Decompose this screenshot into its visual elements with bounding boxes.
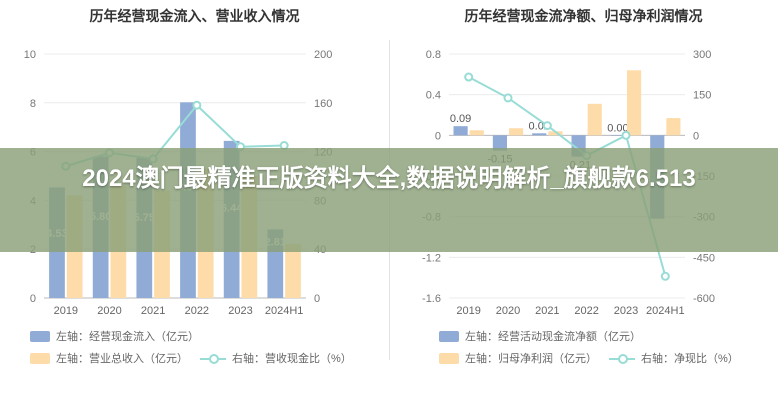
legend-item-net-cash-ratio[interactable]: 右轴：净现比（%） — [609, 350, 739, 366]
right-axis-tick-label: -450 — [693, 252, 715, 264]
legend-line-swatch — [609, 353, 635, 364]
x-axis-tick-label: 2019 — [456, 305, 480, 317]
left-axis-tick-label: 10 — [24, 49, 36, 61]
right-axis-tick-label: 300 — [693, 49, 711, 61]
left-axis-tick-label: 0 — [30, 293, 36, 305]
legend-label: 左轴：归母净利润（亿元） — [465, 353, 597, 365]
legend-label: 右轴：净现比（%） — [641, 353, 739, 365]
bar-series-1 — [453, 126, 468, 136]
x-axis-tick-label: 2021 — [141, 305, 165, 317]
legend-swatch — [30, 352, 50, 364]
left-chart-title: 历年经营现金流入、营业收入情况 — [89, 8, 300, 24]
right-chart-title: 历年经营现金流净额、归母净利润情况 — [464, 8, 703, 24]
legend-item-ratio[interactable]: 右轴：营收现金比（%） — [200, 350, 352, 366]
legend-item-net-cash[interactable]: 左轴：经营活动现金流净额（亿元） — [439, 328, 641, 344]
right-axis-tick-label: 0 — [314, 293, 320, 305]
x-axis-tick-label: 2023 — [228, 305, 252, 317]
line-point — [503, 93, 513, 103]
line-point — [542, 121, 552, 131]
left-axis-tick-label: 0.4 — [426, 90, 441, 102]
x-axis-tick-label: 2022 — [185, 305, 209, 317]
line-point — [192, 100, 202, 110]
right-axis-tick-label: 150 — [693, 90, 711, 102]
bar-series-1 — [610, 135, 625, 136]
line-point — [660, 271, 670, 281]
legend-swatch — [439, 330, 459, 342]
x-axis-tick-label: 2021 — [535, 305, 559, 317]
legend-label: 左轴：经营现金流入（亿元） — [56, 331, 199, 343]
x-axis-tick-label: 2022 — [574, 305, 598, 317]
legend-label: 左轴：营业总收入（亿元） — [56, 353, 188, 365]
overlay-banner — [0, 148, 778, 252]
bar-series-2 — [587, 103, 602, 136]
x-axis-tick-label: 2020 — [97, 305, 121, 317]
left-axis-tick-label: 8 — [30, 98, 36, 110]
line-point — [464, 72, 474, 82]
legend-swatch — [30, 330, 50, 342]
x-axis-tick-label: 2024H1 — [265, 305, 304, 317]
bar-series-1 — [492, 135, 507, 151]
x-axis-tick-label: 2024H1 — [646, 305, 685, 317]
bar-series-2 — [548, 131, 563, 136]
left-axis-tick-label: 0.8 — [426, 49, 441, 61]
left-axis-tick-label: -1.2 — [422, 252, 441, 264]
bar-data-label: 0.00 — [607, 122, 628, 134]
bar-series-2 — [627, 70, 642, 136]
legend-line-swatch — [200, 353, 226, 364]
x-axis-tick-label: 2023 — [614, 305, 638, 317]
right-axis-tick-label: 200 — [314, 49, 332, 61]
bar-series-2 — [469, 130, 484, 136]
legend-label: 左轴：经营活动现金流净额（亿元） — [465, 331, 641, 343]
overlay-banner-text: 2024澳门最精准正版资料大全,数据说明解析_旗舰款6.513 — [82, 165, 696, 192]
bar-series-2 — [666, 118, 681, 136]
legend-item-net-profit[interactable]: 左轴：归母净利润（亿元） — [439, 350, 597, 366]
right-axis-tick-label: 160 — [314, 98, 332, 110]
right-axis-tick-label: -600 — [693, 293, 715, 305]
legend-item-revenue[interactable]: 左轴：营业总收入（亿元） — [30, 350, 188, 366]
legend-swatch — [439, 352, 459, 364]
right-axis-tick-label: 0 — [693, 130, 699, 142]
bar-series-2 — [509, 128, 524, 136]
left-axis-tick-label: 0 — [435, 130, 441, 142]
line-point — [621, 130, 631, 140]
left-axis-tick-label: -1.6 — [422, 293, 441, 305]
bar-series-1 — [532, 133, 547, 136]
x-axis-tick-label: 2020 — [496, 305, 520, 317]
legend-item-inflow[interactable]: 左轴：经营现金流入（亿元） — [30, 328, 199, 344]
legend-label: 右轴：营收现金比（%） — [232, 353, 352, 365]
x-axis-tick-label: 2019 — [54, 305, 78, 317]
bar-series-2 — [285, 244, 301, 298]
bar-data-label: 0.09 — [450, 113, 471, 125]
